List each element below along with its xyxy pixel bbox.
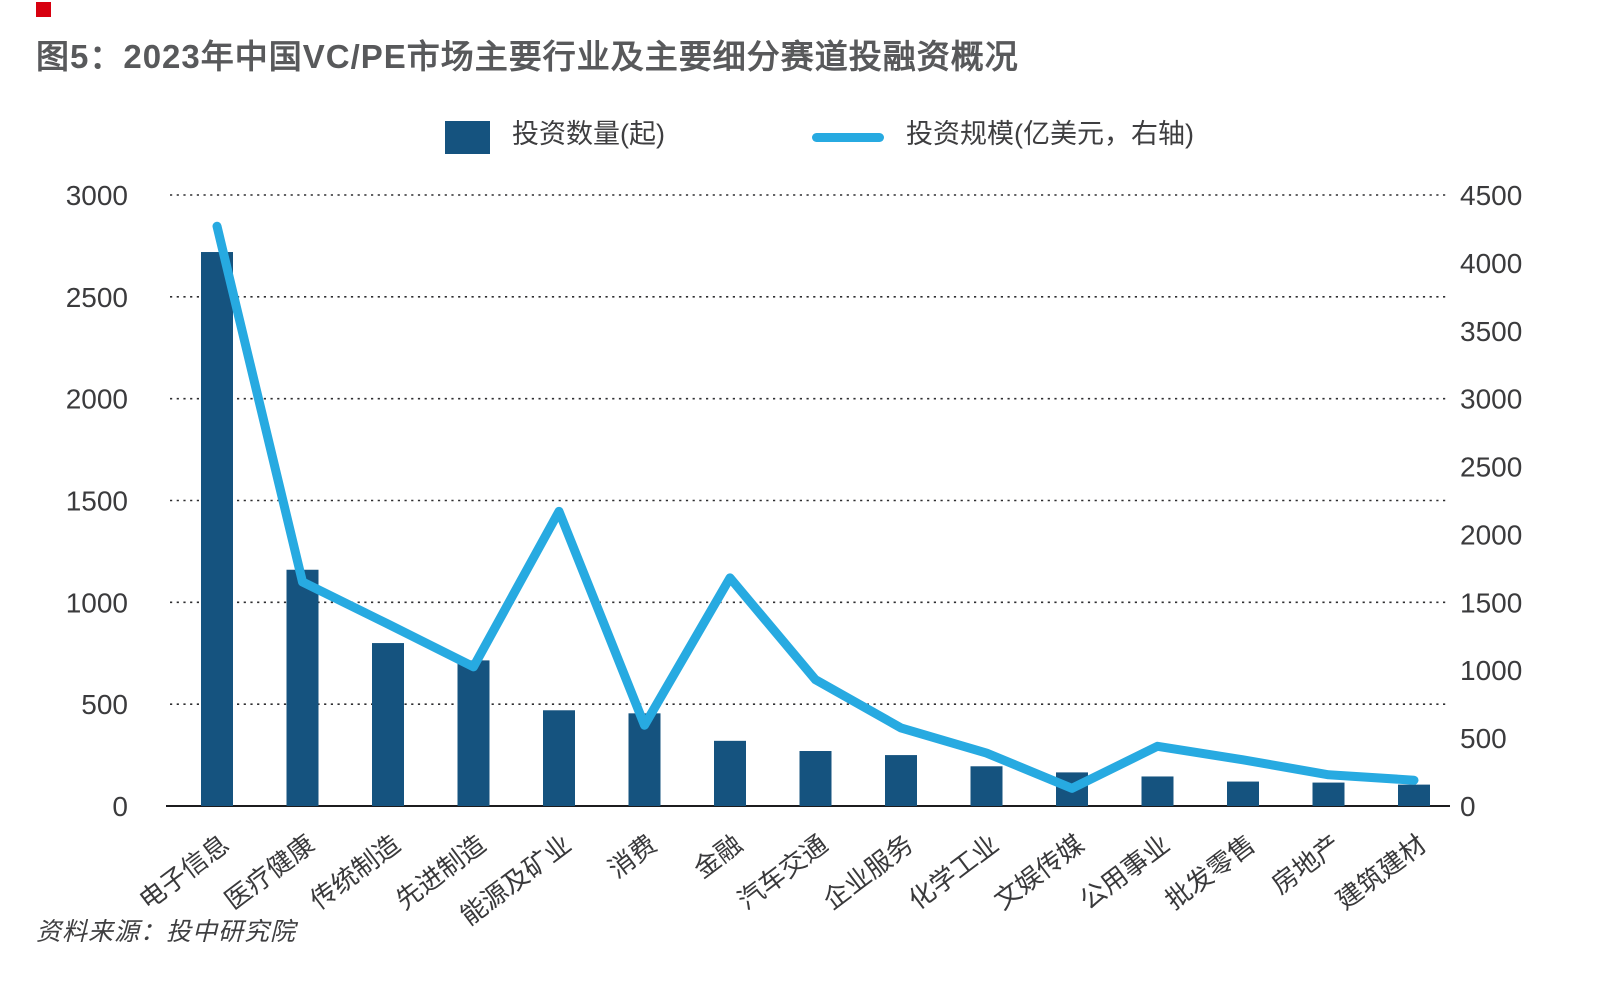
bar-汽车交通 (799, 751, 832, 806)
legend-label-investment-scale: 投资规模(亿美元，右轴) (906, 119, 1194, 149)
right-axis-tick-label: 1500 (1460, 587, 1522, 618)
x-axis-label-医疗健康: 医疗健康 (219, 829, 320, 916)
bar-传统制造 (372, 643, 404, 806)
bar-房地产 (1312, 782, 1345, 806)
right-axis-tick-label: 0 (1460, 791, 1476, 822)
x-axis-label-汽车交通: 汽车交通 (732, 829, 833, 916)
investment-scale-line (212, 221, 1419, 793)
right-axis-tick-label: 4500 (1460, 180, 1522, 211)
right-axis-tick-label: 2500 (1460, 452, 1522, 483)
bar-能源及矿业 (543, 710, 575, 806)
bar-先进制造 (457, 660, 490, 806)
figure-title: 图5：2023年中国VC/PE市场主要行业及主要细分赛道投融资概况 (36, 38, 1019, 75)
right-axis-tick-label: 500 (1460, 723, 1507, 754)
red-accent-mark (36, 2, 51, 17)
x-axis-label-传统制造: 传统制造 (304, 829, 405, 916)
left-axis-tick-label: 1500 (66, 486, 128, 517)
x-axis-label-批发零售: 批发零售 (1159, 829, 1260, 916)
x-axis-label-化学工业: 化学工业 (903, 829, 1004, 916)
right-axis-tick-label: 3500 (1460, 316, 1522, 347)
x-axis-label-电子信息: 电子信息 (133, 829, 234, 916)
right-axis-tick-label: 3000 (1460, 384, 1522, 415)
bar-医疗健康 (286, 569, 319, 806)
x-axis-label-公用事业: 公用事业 (1074, 829, 1175, 916)
x-axis-label-文娱传媒: 文娱传媒 (988, 829, 1089, 916)
left-axis-tick-label: 0 (112, 791, 128, 822)
bar-建筑建材 (1398, 784, 1430, 806)
legend-item-investment-count: 投资数量(起) (445, 112, 665, 157)
x-axis-label-消费: 消费 (603, 829, 663, 884)
bar-legend-swatch (445, 121, 490, 154)
bar-公用事业 (1141, 776, 1174, 806)
bar-企业服务 (885, 755, 917, 806)
right-axis-tick-label: 2000 (1460, 519, 1522, 550)
right-axis-tick-label: 1000 (1460, 655, 1522, 686)
x-axis-label-建筑建材: 建筑建材 (1330, 829, 1431, 916)
x-axis-label-金融: 金融 (688, 829, 748, 884)
bar-批发零售 (1227, 781, 1259, 806)
left-axis-tick-label: 3000 (66, 180, 128, 211)
source-note: 资料来源：投中研究院 (36, 918, 297, 946)
bar-电子信息 (201, 252, 233, 806)
bar-化学工业 (970, 766, 1003, 806)
legend-item-investment-scale: 投资规模(亿美元，右轴) (812, 112, 1194, 157)
line-legend-swatch (812, 133, 884, 142)
legend-label-investment-count: 投资数量(起) (512, 119, 665, 149)
bar-金融 (714, 740, 746, 806)
chart-legend: 投资数量(起) 投资规模(亿美元，右轴) (0, 112, 1615, 162)
right-axis-tick-label: 4000 (1460, 248, 1522, 279)
left-axis-tick-label: 500 (81, 689, 128, 720)
left-axis-tick-label: 2500 (66, 282, 128, 313)
left-axis-tick-label: 1000 (66, 587, 128, 618)
left-axis-tick-label: 2000 (66, 384, 128, 415)
x-axis-label-企业服务: 企业服务 (817, 829, 918, 916)
